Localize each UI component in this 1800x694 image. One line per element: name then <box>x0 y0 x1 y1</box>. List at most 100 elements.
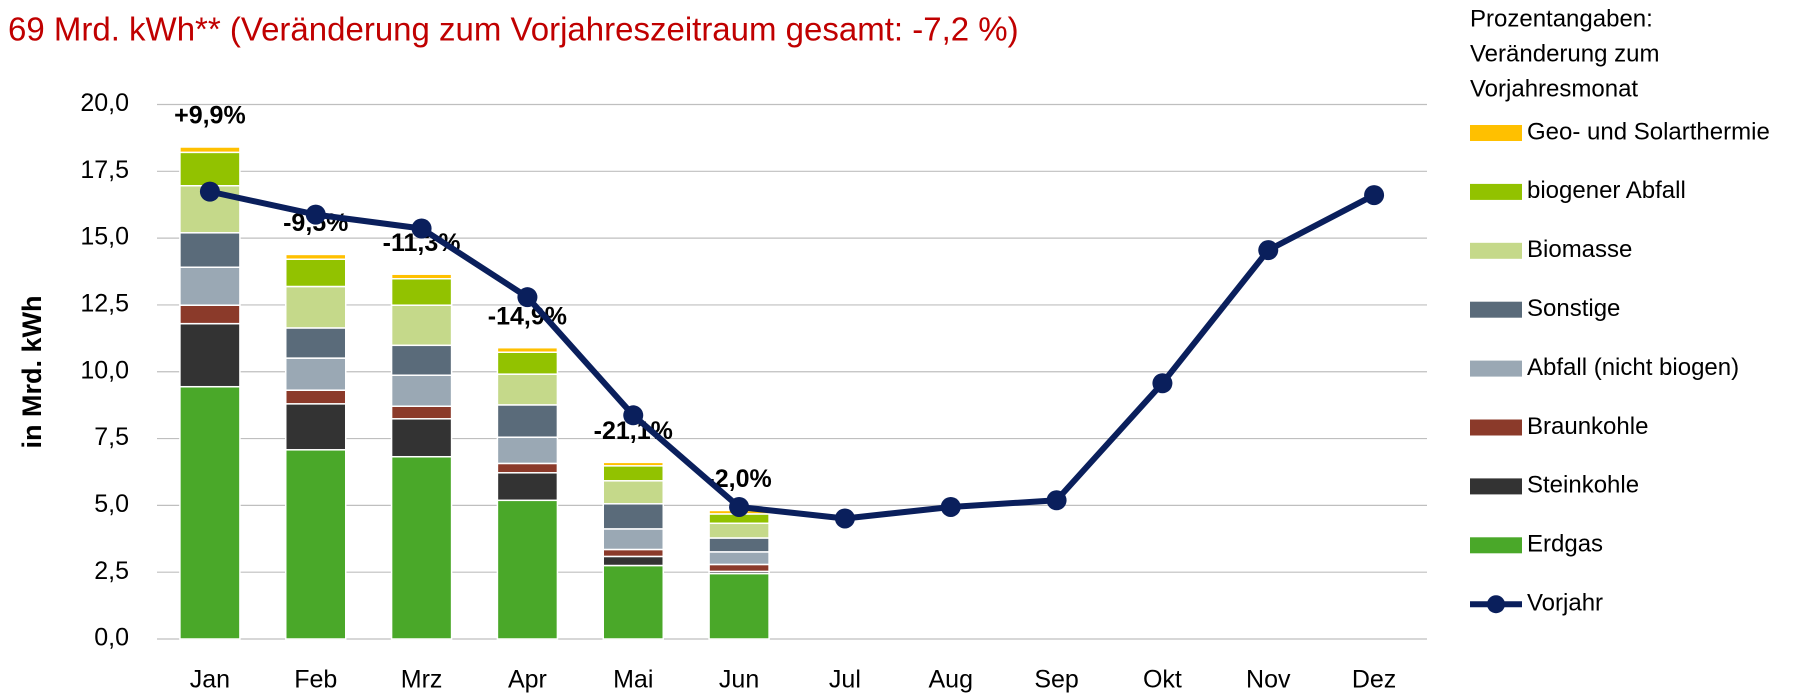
bar-segment <box>602 465 664 482</box>
bar-segment <box>708 522 770 539</box>
bar-segment <box>285 389 347 405</box>
x-tick-label: Okt <box>1143 666 1182 694</box>
line-point <box>305 204 326 225</box>
legend-label: Erdgas <box>1527 531 1603 558</box>
bar-segment <box>496 404 559 438</box>
y-tick-label: 5,0 <box>94 490 129 518</box>
line-point <box>199 181 220 202</box>
bar-segment <box>708 551 770 566</box>
legend-label: Abfall (nicht biogen) <box>1527 354 1739 381</box>
legend-label: Vorjahr <box>1527 590 1603 617</box>
legend-label: Biomasse <box>1527 236 1632 263</box>
y-tick-label: 20,0 <box>80 89 129 117</box>
x-tick-label: Feb <box>294 666 337 694</box>
y-tick-label: 12,5 <box>80 290 129 318</box>
bar-segment <box>285 357 347 391</box>
legend-marker <box>1487 595 1505 614</box>
x-tick-label: Aug <box>929 666 973 694</box>
legend-swatch <box>1470 537 1522 554</box>
bar-segment <box>179 304 241 325</box>
bar-segment <box>602 528 664 551</box>
bar-segment <box>602 503 664 530</box>
legend-label: Sonstige <box>1527 295 1620 322</box>
bar-segment <box>179 385 241 640</box>
x-tick-label: Mrz <box>401 666 443 694</box>
legend-swatch <box>1470 478 1522 495</box>
legend-swatch <box>1470 419 1522 436</box>
x-tick-label: Jun <box>719 666 759 694</box>
bar-segment <box>390 344 453 376</box>
y-tick-label: 2,5 <box>94 557 129 585</box>
bar-segment <box>179 151 241 187</box>
bar-segment <box>708 537 770 553</box>
legend-note: Vorjahresmonat <box>1470 75 1638 102</box>
change-label: +9,9% <box>174 102 246 130</box>
bar-segment <box>708 563 770 573</box>
line-point <box>940 496 961 517</box>
bar-segment <box>285 327 347 359</box>
x-tick-label: Sep <box>1034 666 1078 694</box>
y-tick-label: 7,5 <box>94 423 129 451</box>
line-point <box>729 496 750 517</box>
line-point <box>411 218 432 239</box>
legend-note: Veränderung zum <box>1470 40 1659 67</box>
bar-segment <box>496 346 559 353</box>
bar-segment <box>285 285 347 329</box>
bar-segment <box>496 351 559 375</box>
bar-segment <box>390 374 453 407</box>
legend-swatch <box>1470 183 1522 200</box>
bar-segment <box>496 373 559 406</box>
legend-label: biogener Abfall <box>1527 177 1686 204</box>
y-tick-label: 17,5 <box>80 156 129 184</box>
bar-segment <box>179 232 241 269</box>
line-point <box>623 405 644 426</box>
x-tick-label: Jan <box>190 666 230 694</box>
x-tick-label: Mai <box>613 666 653 694</box>
legend-swatch <box>1470 360 1522 377</box>
y-tick-label: 0,0 <box>94 624 129 652</box>
bar-segment <box>602 555 664 567</box>
legend-label: Steinkohle <box>1527 472 1639 499</box>
bar-segment <box>496 462 559 474</box>
bar-segment <box>496 436 559 465</box>
bar-segment <box>602 461 664 467</box>
bar-segment <box>390 455 453 640</box>
legend-swatch <box>1470 242 1522 259</box>
line-point <box>1152 373 1173 394</box>
bar-segment <box>602 480 664 505</box>
bar-segment <box>390 277 453 306</box>
bar-segment <box>390 273 453 280</box>
line <box>209 188 1376 522</box>
bar-segment <box>390 418 453 458</box>
legend-swatch <box>1470 125 1522 141</box>
bar-segment <box>179 146 241 154</box>
chart-title: 69 Mrd. kWh** (Veränderung zum Vorjahres… <box>8 11 1019 48</box>
legend-label: Geo- und Solarthermie <box>1527 118 1770 145</box>
bar-segment <box>602 548 664 558</box>
bar-segment <box>496 499 559 640</box>
line-point <box>834 508 855 529</box>
bar-segment <box>708 572 770 640</box>
bar-segment <box>285 449 347 640</box>
legend-note: Prozentangaben: <box>1470 5 1653 32</box>
legend-swatch <box>1470 301 1522 318</box>
line-point <box>1364 185 1385 206</box>
x-tick-label: Nov <box>1246 666 1291 694</box>
bar-segment <box>602 564 664 640</box>
bar-segment <box>285 403 347 451</box>
x-tick-label: Dez <box>1352 666 1396 694</box>
bar-segment <box>390 405 453 420</box>
bar-segment <box>285 253 347 260</box>
y-tick-label: 15,0 <box>80 223 129 251</box>
bar-segment <box>179 266 241 306</box>
line-point <box>517 287 538 308</box>
bar-segment <box>390 304 453 347</box>
bar-segment <box>496 472 559 502</box>
y-axis-label: in Mrd. kWh <box>17 296 47 449</box>
line-point <box>1046 490 1067 511</box>
legend-label: Braunkohle <box>1527 413 1648 440</box>
bar-segment <box>179 322 241 388</box>
x-tick-label: Jul <box>829 666 861 694</box>
y-tick-label: 10,0 <box>80 356 129 384</box>
